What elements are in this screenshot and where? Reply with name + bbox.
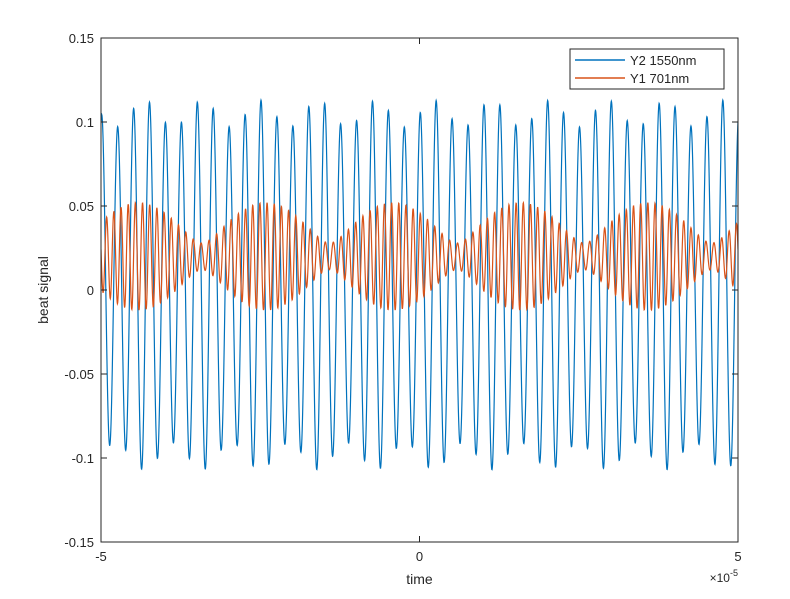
series-line-y1 bbox=[101, 200, 738, 312]
legend-label-y2: Y2 1550nm bbox=[630, 53, 697, 68]
y-tick-label: 0 bbox=[87, 283, 94, 298]
legend-label-y1: Y1 701nm bbox=[630, 71, 689, 86]
x-tick-label: 0 bbox=[416, 549, 423, 564]
y-tick-label: 0.05 bbox=[69, 199, 94, 214]
x-exponent-label: ×10-5 bbox=[710, 568, 738, 585]
y-tick-label: -0.05 bbox=[64, 367, 94, 382]
series-layer bbox=[101, 98, 738, 471]
series-line-y2 bbox=[101, 98, 738, 471]
legend-box bbox=[569, 48, 725, 90]
x-tick-label: 5 bbox=[734, 549, 741, 564]
x-exponent-power: -5 bbox=[730, 568, 738, 578]
y-tick-label: -0.15 bbox=[64, 535, 94, 550]
y-tick-label: -0.1 bbox=[72, 451, 94, 466]
y-tick-label: 0.1 bbox=[76, 115, 94, 130]
x-tick-label: -5 bbox=[95, 549, 107, 564]
y-tick-label: 0.15 bbox=[69, 31, 94, 46]
y-axis-label: beat signal bbox=[35, 256, 51, 324]
legend: Y2 1550nm Y1 701nm bbox=[569, 48, 725, 90]
x-axis-label: time bbox=[406, 571, 433, 587]
ticks-layer: -0.15 -0.1 -0.05 0 0.05 0.1 0.15 -5 0 5 bbox=[64, 31, 741, 564]
